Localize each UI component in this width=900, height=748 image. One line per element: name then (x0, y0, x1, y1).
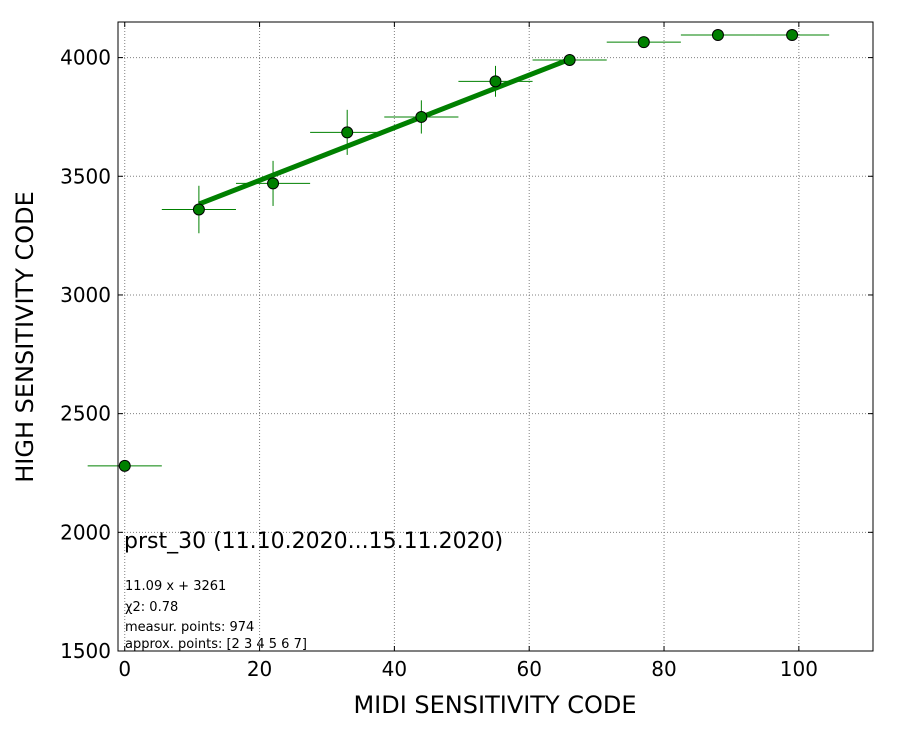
y-tick-label: 4000 (60, 46, 111, 70)
data-points (118, 29, 799, 472)
y-axis-label: HIGH SENSITIVITY CODE (11, 191, 39, 483)
x-tick-label: 20 (247, 657, 272, 681)
approx-points: approx. points: [2 3 4 5 6 7] (125, 637, 307, 652)
y-tick-label: 3500 (60, 164, 111, 188)
data-point (415, 110, 428, 123)
y-tick-label: 2500 (60, 402, 111, 426)
data-point (341, 126, 354, 139)
y-tick-label: 2000 (60, 520, 111, 544)
data-point (786, 29, 799, 42)
data-point (267, 177, 280, 190)
x-tick-label: 0 (118, 657, 131, 681)
fit-equation: 11.09 x + 3261 (125, 579, 226, 594)
x-tick-label: 80 (651, 657, 676, 681)
fit-line (197, 56, 571, 207)
chi-squared: χ2: 0.78 (125, 600, 178, 615)
x-tick-label: 40 (382, 657, 407, 681)
measured-points: measur. points: 974 (125, 620, 254, 635)
data-point (637, 36, 650, 49)
data-point (489, 75, 502, 88)
y-tick-label: 1500 (60, 639, 111, 663)
data-point (192, 203, 205, 216)
x-tick-label: 100 (780, 657, 818, 681)
tick-labels: 0 20 40 60 80 100 1500 2000 2500 3000 3500 4000 (60, 46, 818, 681)
fit-line-group (197, 56, 571, 207)
x-tick-label: 60 (516, 657, 541, 681)
x-axis-label: MIDI SENSITIVITY CODE (353, 691, 636, 719)
data-point (563, 53, 576, 66)
data-point (711, 29, 724, 42)
data-point (118, 459, 131, 472)
y-tick-label: 3000 (60, 283, 111, 307)
plot-frame (117, 21, 874, 652)
chart-title: prst_30 (11.10.2020...15.11.2020) (124, 529, 503, 554)
